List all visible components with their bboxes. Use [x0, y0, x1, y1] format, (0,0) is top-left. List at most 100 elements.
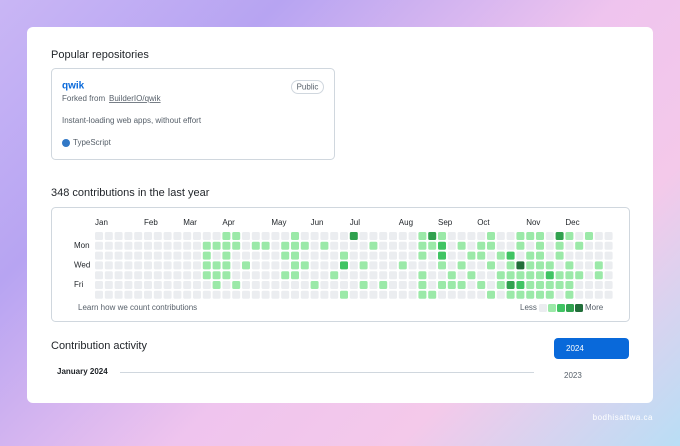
year[interactable]: 2023: [564, 371, 582, 380]
day-cell: [506, 261, 515, 270]
day-cell: [585, 251, 593, 260]
day-cell: [193, 251, 201, 260]
day-cell: [389, 290, 397, 299]
day-cell: [408, 251, 417, 260]
day-cell: [124, 271, 133, 280]
month-label: Jul: [350, 218, 360, 227]
day-cell: [124, 241, 133, 250]
day-cell: [457, 271, 466, 280]
day-cell: [457, 251, 466, 260]
repo-card: [51, 68, 335, 160]
day-cell: [496, 232, 505, 240]
day-cell: [575, 261, 584, 270]
day-cell: [310, 281, 319, 289]
day-cell: [300, 271, 309, 280]
day-cell: [300, 290, 309, 299]
day-cell: [202, 281, 211, 289]
day-cell: [428, 290, 437, 299]
day-cell: [496, 271, 505, 280]
badge: [291, 80, 324, 94]
repo-name[interactable]: qwik: [62, 81, 85, 92]
day-cell: [447, 281, 456, 289]
day-cell: [408, 241, 417, 250]
day-cell: [330, 251, 339, 260]
day-cell: [526, 271, 535, 280]
day-cell: [418, 241, 427, 250]
day-cell: [418, 232, 427, 240]
day-cell: [585, 261, 593, 270]
day-cell: [487, 281, 495, 289]
day-cell: [271, 232, 280, 240]
day-cell: [408, 261, 417, 270]
day-cell: [408, 281, 417, 289]
day-cell: [506, 232, 515, 240]
day-cell: [202, 290, 211, 299]
day-cell: [408, 271, 417, 280]
day-cell: [95, 241, 103, 250]
day-cell: [330, 261, 339, 270]
month-label: Jun: [311, 218, 324, 227]
day-cell: [467, 241, 476, 250]
day-cell: [565, 261, 574, 270]
day-cell: [310, 251, 319, 260]
day-cell: [124, 251, 133, 260]
day-cell: [438, 241, 446, 250]
day-cell: [536, 281, 544, 289]
day-cell: [114, 241, 123, 250]
day-cell: [300, 232, 309, 240]
day-cell: [300, 281, 309, 289]
day-cell: [389, 271, 397, 280]
fork-prefix: Forked from: [62, 94, 105, 103]
day-cell: [242, 261, 250, 270]
day-cell: [251, 251, 260, 260]
day-cell: [114, 281, 123, 289]
day-cell: [536, 232, 544, 240]
day-cell: [536, 251, 544, 260]
day-cell: [163, 241, 172, 250]
day-cell: [447, 290, 456, 299]
month-label: January 2024: [57, 367, 108, 376]
day-cell: [438, 261, 446, 270]
day-cell: [369, 290, 378, 299]
day-cell: [193, 290, 201, 299]
year[interactable]: 2024: [566, 344, 584, 353]
day-cell: [526, 261, 535, 270]
day-cell: [526, 241, 535, 250]
day-cell: [95, 251, 103, 260]
day-cell: [251, 261, 260, 270]
day-cell: [575, 232, 584, 240]
day-cell: [516, 241, 525, 250]
day-cell: [379, 271, 388, 280]
day-cell: [310, 232, 319, 240]
day-cell: [183, 290, 192, 299]
day-cell: [359, 241, 368, 250]
day-cell: [114, 261, 123, 270]
day-cell: [242, 251, 250, 260]
day-cell: [281, 290, 290, 299]
day-cell: [467, 261, 476, 270]
day-cell: [242, 241, 250, 250]
day-cell: [457, 232, 466, 240]
day-cell: [604, 251, 613, 260]
learn-link[interactable]: Learn how we count contributions: [78, 303, 197, 312]
day-cell: [104, 232, 113, 240]
day-cell: [565, 241, 574, 250]
day-cell: [369, 251, 378, 260]
day-cell: [506, 290, 515, 299]
year-button-active[interactable]: [554, 338, 629, 359]
heading: 348 contributions in the last year: [51, 187, 210, 199]
language-dot: [62, 139, 70, 147]
day-cell: [585, 271, 593, 280]
day-cell: [369, 261, 378, 270]
day-cell: [477, 251, 486, 260]
month-label: May: [271, 218, 286, 227]
day-cell: [261, 251, 270, 260]
day-cell: [173, 261, 182, 270]
day-cell: [212, 290, 221, 299]
fork-source[interactable]: BuilderIO/qwik: [109, 94, 162, 103]
day-cell: [467, 251, 476, 260]
day-cell: [124, 232, 133, 240]
day-cell: [320, 281, 329, 289]
